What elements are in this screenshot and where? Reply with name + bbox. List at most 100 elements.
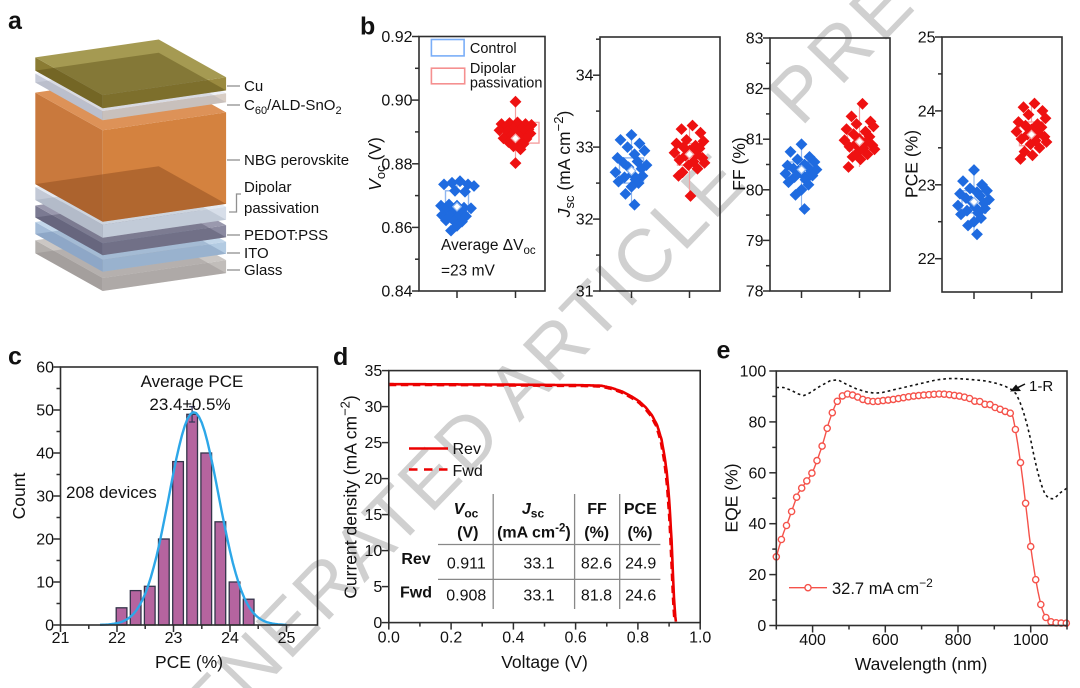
svg-text:0: 0 [757, 618, 766, 635]
svg-text:25: 25 [278, 630, 296, 647]
svg-text:c: c [8, 343, 22, 371]
svg-text:208 devices: 208 devices [66, 483, 157, 502]
svg-text:a: a [8, 7, 23, 35]
svg-text:Voc (V): Voc (V) [365, 137, 388, 191]
svg-text:20: 20 [365, 471, 383, 488]
svg-text:Current density (mA cm−2): Current density (mA cm−2) [338, 395, 361, 598]
svg-text:Average ΔVoc: Average ΔVoc [441, 237, 536, 257]
svg-text:400: 400 [799, 632, 826, 649]
svg-text:78: 78 [746, 284, 764, 301]
svg-text:33.1: 33.1 [523, 556, 554, 573]
svg-text:0: 0 [45, 618, 54, 635]
svg-text:23: 23 [918, 177, 936, 194]
svg-text:0.90: 0.90 [381, 93, 412, 110]
svg-text:0.2: 0.2 [440, 630, 462, 647]
svg-text:Voc: Voc [454, 501, 479, 521]
svg-text:Glass: Glass [244, 262, 282, 279]
svg-text:22: 22 [108, 630, 126, 647]
svg-text:5: 5 [373, 579, 382, 596]
svg-text:Count: Count [9, 473, 29, 520]
svg-text:81.8: 81.8 [581, 588, 612, 605]
svg-text:(V): (V) [457, 525, 478, 542]
svg-text:32: 32 [576, 212, 594, 229]
svg-text:0.86: 0.86 [381, 220, 412, 237]
svg-text:79: 79 [746, 233, 764, 250]
svg-text:81: 81 [746, 132, 764, 149]
svg-text:ITO: ITO [244, 245, 269, 262]
svg-text:Jsc (mA cm−2): Jsc (mA cm−2) [551, 111, 577, 219]
svg-text:33.1: 33.1 [523, 588, 554, 605]
svg-text:Cu: Cu [244, 78, 263, 95]
svg-text:Fwd: Fwd [400, 585, 432, 602]
svg-text:Control: Control [470, 41, 517, 57]
svg-text:0.88: 0.88 [381, 156, 412, 173]
svg-text:50: 50 [36, 403, 54, 420]
svg-text:0.4: 0.4 [502, 630, 524, 647]
svg-text:23: 23 [165, 630, 183, 647]
svg-text:60: 60 [749, 465, 767, 482]
svg-text:24: 24 [221, 630, 239, 647]
svg-text:24: 24 [918, 103, 936, 120]
svg-text:22: 22 [918, 251, 936, 268]
svg-text:0.911: 0.911 [447, 556, 486, 573]
svg-text:20: 20 [36, 532, 54, 549]
svg-text:25: 25 [918, 30, 936, 47]
svg-text:30: 30 [36, 489, 54, 506]
svg-text:23.4±0.5%: 23.4±0.5% [149, 395, 230, 414]
svg-text:40: 40 [36, 446, 54, 463]
svg-text:32.7 mA cm−2: 32.7 mA cm−2 [832, 576, 933, 598]
svg-text:Voltage (V): Voltage (V) [501, 652, 588, 672]
svg-text:15: 15 [365, 507, 383, 524]
svg-text:(%): (%) [628, 525, 653, 542]
svg-text:b: b [360, 13, 375, 41]
svg-text:0.908: 0.908 [446, 588, 486, 605]
svg-text:1000: 1000 [1013, 632, 1049, 649]
svg-text:Dipolar: Dipolar [244, 179, 292, 196]
svg-text:30: 30 [365, 399, 383, 416]
svg-text:(mA cm-2): (mA cm-2) [497, 523, 571, 542]
svg-text:34: 34 [576, 68, 594, 85]
svg-text:40: 40 [749, 516, 767, 533]
svg-text:Average PCE: Average PCE [141, 372, 244, 391]
svg-text:FF (%): FF (%) [729, 137, 749, 190]
svg-text:EQE (%): EQE (%) [722, 463, 742, 532]
svg-text:10: 10 [365, 543, 383, 560]
svg-text:80: 80 [746, 182, 764, 199]
svg-text:0.84: 0.84 [381, 284, 412, 301]
svg-text:24.9: 24.9 [625, 556, 656, 573]
svg-text:0: 0 [373, 615, 382, 632]
svg-text:FF: FF [587, 501, 607, 518]
svg-text:Rev: Rev [453, 441, 481, 458]
svg-text:=23 mV: =23 mV [441, 263, 496, 280]
svg-text:83: 83 [746, 31, 764, 48]
svg-text:0.6: 0.6 [564, 630, 586, 647]
svg-text:(%): (%) [584, 525, 609, 542]
svg-text:e: e [717, 337, 731, 365]
svg-text:0.92: 0.92 [381, 29, 412, 46]
svg-text:20: 20 [749, 567, 767, 584]
svg-text:24.6: 24.6 [625, 588, 656, 605]
svg-text:82.6: 82.6 [581, 556, 612, 573]
svg-text:600: 600 [872, 632, 899, 649]
svg-text:82: 82 [746, 81, 764, 98]
svg-text:Wavelength (nm): Wavelength (nm) [855, 654, 988, 674]
svg-text:PCE: PCE [624, 501, 657, 518]
svg-text:d: d [333, 343, 348, 371]
svg-text:25: 25 [365, 435, 383, 452]
svg-text:100: 100 [740, 364, 767, 381]
svg-text:Rev: Rev [401, 551, 430, 568]
svg-text:1.0: 1.0 [689, 630, 711, 647]
svg-text:0.0: 0.0 [378, 630, 400, 647]
svg-text:Fwd: Fwd [453, 463, 483, 480]
svg-text:NBG perovskite: NBG perovskite [244, 152, 349, 169]
svg-text:PCE (%): PCE (%) [902, 130, 922, 198]
svg-text:Jsc: Jsc [522, 501, 545, 521]
svg-text:C60/ALD-SnO2: C60/ALD-SnO2 [244, 97, 342, 117]
svg-text:PCE (%): PCE (%) [155, 652, 223, 672]
svg-text:80: 80 [749, 414, 767, 431]
svg-text:33: 33 [576, 140, 594, 157]
svg-text:35: 35 [365, 363, 383, 380]
svg-text:0.8: 0.8 [627, 630, 649, 647]
svg-text:Dipolar: Dipolar [470, 61, 516, 77]
svg-text:passivation: passivation [470, 76, 543, 92]
